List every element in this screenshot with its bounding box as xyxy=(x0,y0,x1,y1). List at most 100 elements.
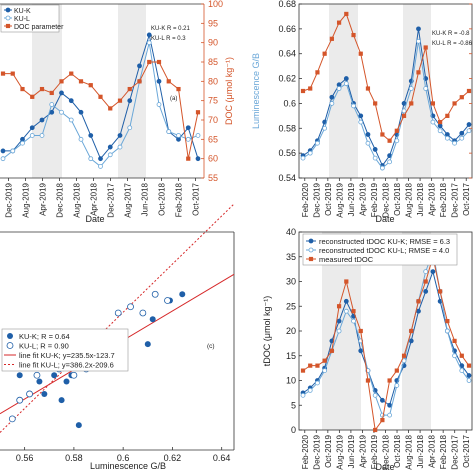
shaded-band xyxy=(329,4,358,178)
legend-label: DOC parameter xyxy=(14,24,64,31)
scatter-point-ku-l xyxy=(139,309,147,317)
series-measured-point xyxy=(322,358,327,363)
series-rec-ku-k-point xyxy=(336,318,342,324)
chart-bottom-right: 0 5 10 15 20 25 30 35 40 tDOC (μmol kg⁻¹) Feb-2020… xyxy=(262,227,473,472)
x-tick-label: Dec-2017 xyxy=(451,434,460,469)
x-tick-label: Feb-2020 xyxy=(301,434,310,469)
chart-bottom-left: 0.56 0.58 0.6 0.62 0.64 Luminescence G/B KU-K;… xyxy=(0,203,235,471)
y-tick-label: 0.66 xyxy=(278,24,296,34)
series-ku-k-point xyxy=(107,144,113,150)
series-ku-k-point xyxy=(59,90,64,96)
series-rec-ku-k-point xyxy=(466,373,472,378)
scatter-point-ku-k xyxy=(51,372,58,379)
legend-label: line fit KU-L; y=386.2x-209.6 xyxy=(19,361,114,370)
series-doc-point xyxy=(137,79,142,84)
stat-label: KU-K R = 0.21 xyxy=(151,26,191,32)
series-ku-l-point xyxy=(49,102,55,107)
y-tick-label: 30 xyxy=(286,277,296,287)
x-tick-label: Oct-2018 xyxy=(393,182,402,215)
scatter-point-ku-k xyxy=(149,316,156,323)
series-rec-ku-k-point xyxy=(379,397,385,403)
x-tick-label: 0.58 xyxy=(65,453,83,463)
series-ku-k-point xyxy=(146,32,152,38)
series-ku-l-point xyxy=(437,128,443,134)
x-tick-label: Dec-2019 xyxy=(5,182,14,217)
series-ku-k-point xyxy=(185,125,191,131)
legend-marker xyxy=(5,15,11,21)
series-rec-ku-l-point xyxy=(423,269,429,275)
legend-box xyxy=(1,328,129,372)
series-measured-point xyxy=(394,368,399,373)
series-ku-k-line xyxy=(302,28,470,167)
series-measured-point xyxy=(300,368,306,373)
x-tick-label: Oct-2017 xyxy=(192,182,201,215)
series-doc-point xyxy=(166,79,171,84)
scatter-point-ku-l xyxy=(114,309,122,317)
x-tick-label: Apr-2019 xyxy=(358,182,367,215)
series-rec-ku-l-point xyxy=(394,383,400,388)
series-ku-k-point xyxy=(20,136,25,142)
series-doc-point xyxy=(430,101,436,106)
x-tick-label: Oct-2019 xyxy=(324,434,333,467)
series-ku-k-point xyxy=(401,101,407,106)
x-tick-label: Apr-2018 xyxy=(428,434,437,467)
series-rec-ku-l-point xyxy=(315,380,320,386)
series-doc-point xyxy=(344,11,349,17)
series-ku-l-point xyxy=(351,103,356,109)
x-tick-label: Jun-2018 xyxy=(416,434,425,468)
series-ku-l-point xyxy=(394,138,400,144)
x-axis-label: Date xyxy=(375,462,394,472)
series-ku-l-point xyxy=(29,133,35,138)
x-tick-label: Feb-2019 xyxy=(370,434,379,469)
series-rec-ku-l-point xyxy=(343,308,349,314)
series-ku-l-point xyxy=(343,81,349,86)
series-rec-ku-l-point xyxy=(372,392,378,398)
legend-label: reconstructed tDOC KU-L; RMSE = 4.0 xyxy=(319,246,449,255)
series-measured-point xyxy=(308,363,313,368)
x-tick-label: Aug-2019 xyxy=(335,434,344,469)
stat-label: KU-L R = 0.3 xyxy=(151,36,186,42)
series-doc-point xyxy=(394,128,399,133)
series-ku-l-point xyxy=(88,156,94,162)
x-tick-label: Dec-2018 xyxy=(56,182,65,217)
series-doc-point xyxy=(380,132,385,137)
series-rec-ku-l-point xyxy=(300,392,306,398)
x-tick-label: Feb-2019 xyxy=(370,182,379,217)
series-rec-ku-l-point xyxy=(459,368,465,374)
series-ku-l-point xyxy=(336,86,342,91)
series-ku-k-point xyxy=(49,109,55,115)
chart-top-right: 0.54 0.56 0.58 0.6 0.62 0.64 0.66 0.68 Luminesce… xyxy=(251,0,473,224)
y2-tick-label: 60 xyxy=(208,154,218,164)
scatter-point-ku-k xyxy=(75,422,82,429)
series-measured-point xyxy=(459,353,464,358)
legend-label: line fit KU-K; y=235.5x-123.7 xyxy=(19,351,115,360)
x-tick-label: Jun-2019 xyxy=(347,434,356,468)
y-tick-label: 15 xyxy=(286,351,296,361)
x-tick-label: Dec-2018 xyxy=(382,434,391,469)
series-measured-point xyxy=(466,363,472,368)
series-doc-point xyxy=(358,51,363,56)
x-axis-label: Luminescence G/B xyxy=(90,461,166,471)
series-ku-k-point xyxy=(98,156,103,162)
series-rec-ku-k-point xyxy=(416,308,421,314)
scatter-point-ku-l xyxy=(164,297,171,304)
legend-marker xyxy=(308,247,314,253)
series-ku-l-point xyxy=(329,101,335,106)
panel-label: (c) xyxy=(207,343,215,350)
series-ku-l-point xyxy=(459,135,465,141)
series-rec-ku-k-point xyxy=(423,288,429,294)
series-doc-point xyxy=(438,119,443,125)
series-rec-ku-k-point xyxy=(408,338,414,344)
y2-tick-label: 100 xyxy=(208,0,223,9)
series-rec-ku-k-point xyxy=(358,348,364,354)
series-ku-k-point xyxy=(459,130,465,136)
legend-label: measured tDOC xyxy=(319,255,374,264)
series-ku-k-point xyxy=(39,117,45,123)
series-ku-l-point xyxy=(358,119,364,125)
series-measured-point xyxy=(438,289,443,294)
y-axis-label: Luminescence G/B xyxy=(251,53,261,129)
series-ku-l-point xyxy=(127,125,133,131)
series-doc-point xyxy=(156,59,162,65)
y2-tick-label: 55 xyxy=(208,173,218,183)
x-tick-label: Feb-2018 xyxy=(439,434,448,469)
